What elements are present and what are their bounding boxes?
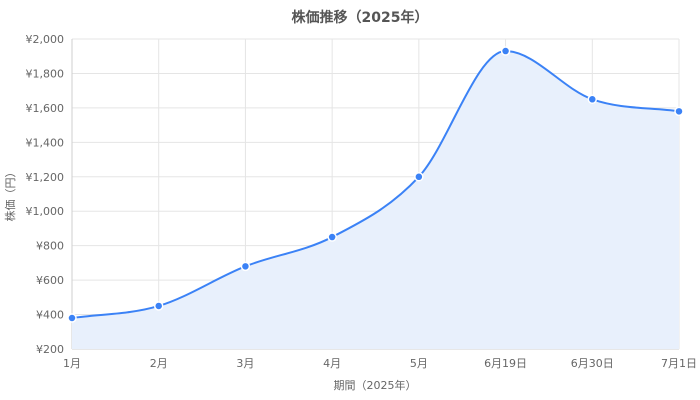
area-fill (72, 51, 679, 350)
data-point (674, 106, 684, 117)
x-tick-label: 1月 (63, 357, 81, 370)
chart-title: 株価推移（2025年） (292, 9, 429, 26)
data-points (67, 46, 684, 323)
data-point (500, 46, 511, 56)
y-tick-label: ¥1,000 (26, 205, 65, 218)
y-tick-label: ¥400 (36, 309, 64, 322)
x-tick-label: 2月 (150, 357, 168, 370)
y-tick-label: ¥800 (36, 240, 64, 253)
y-tick-label: ¥2,000 (26, 33, 65, 46)
y-tick-label: ¥1,400 (26, 136, 65, 149)
x-tick-label: 4月 (323, 357, 341, 370)
x-tick-label: 5月 (410, 357, 428, 370)
data-point (327, 232, 337, 242)
y-tick-label: ¥1,200 (26, 171, 65, 184)
x-tick-label: 7月1日 (661, 357, 697, 370)
x-tick-label: 3月 (236, 357, 254, 370)
y-axis-label: 株価（円） (3, 167, 17, 222)
x-axis-ticks: 1月 2月 3月 4月 5月 6月19日 6月30日 7月1日 (63, 357, 697, 370)
y-tick-label: ¥600 (36, 274, 64, 287)
data-point (153, 301, 164, 311)
data-point (67, 313, 77, 323)
y-tick-label: ¥1,800 (26, 67, 65, 80)
data-point (414, 172, 424, 182)
x-tick-label: 6月19日 (484, 357, 527, 370)
series-line (71, 50, 680, 319)
x-tick-label: 6月30日 (571, 357, 614, 370)
y-tick-label: ¥1,600 (26, 102, 65, 115)
data-point (240, 261, 251, 272)
data-point (587, 94, 598, 105)
y-tick-label: ¥200 (36, 343, 64, 356)
x-axis-label: 期間（2025年） (334, 378, 417, 392)
y-axis-ticks: ¥200 ¥400 ¥600 ¥800 ¥1,000 ¥1,200 ¥1,400 ¥1,600… (26, 33, 65, 356)
